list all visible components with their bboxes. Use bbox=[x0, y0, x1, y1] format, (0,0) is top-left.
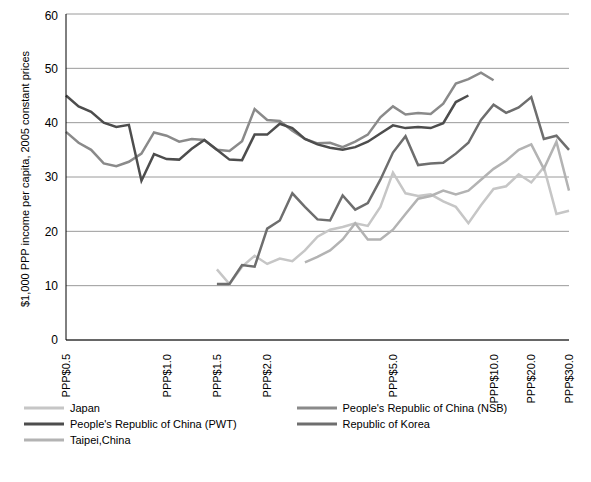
html-text:Japan: Japan bbox=[70, 402, 100, 414]
html-text:Republic of Korea: Republic of Korea bbox=[342, 418, 430, 430]
svg-text:50: 50 bbox=[45, 62, 59, 76]
svg-text:10: 10 bbox=[45, 279, 59, 293]
svg-text:PPP$0.5: PPP$0.5 bbox=[60, 354, 72, 397]
svg-text:$1,000 PPP income per capita,: $1,000 PPP income per capita, 2005 const… bbox=[19, 50, 31, 307]
html-text:People's Republic of China (PW: People's Republic of China (PWT) bbox=[70, 418, 237, 430]
svg-text:20: 20 bbox=[45, 225, 59, 239]
svg-text:PPP$20.0: PPP$20.0 bbox=[525, 354, 537, 404]
svg-text:30: 30 bbox=[45, 170, 59, 184]
svg-text:60: 60 bbox=[45, 9, 59, 23]
svg-text:PPP$1.0: PPP$1.0 bbox=[161, 354, 173, 397]
svg-text:40: 40 bbox=[45, 116, 59, 130]
svg-text:PPP$10.0: PPP$10.0 bbox=[488, 354, 500, 404]
html-text:People's Republic of China (NS: People's Republic of China (NSB) bbox=[342, 402, 508, 414]
svg-text:0: 0 bbox=[51, 333, 58, 347]
svg-text:PPP$2.0: PPP$2.0 bbox=[261, 354, 273, 397]
svg-text:PPP$1.5: PPP$1.5 bbox=[211, 354, 223, 397]
svg-text:PPP$30.0: PPP$30.0 bbox=[563, 354, 575, 404]
svg-text:PPP$5.0: PPP$5.0 bbox=[387, 354, 399, 397]
html-text:Taipei,China: Taipei,China bbox=[70, 434, 131, 446]
